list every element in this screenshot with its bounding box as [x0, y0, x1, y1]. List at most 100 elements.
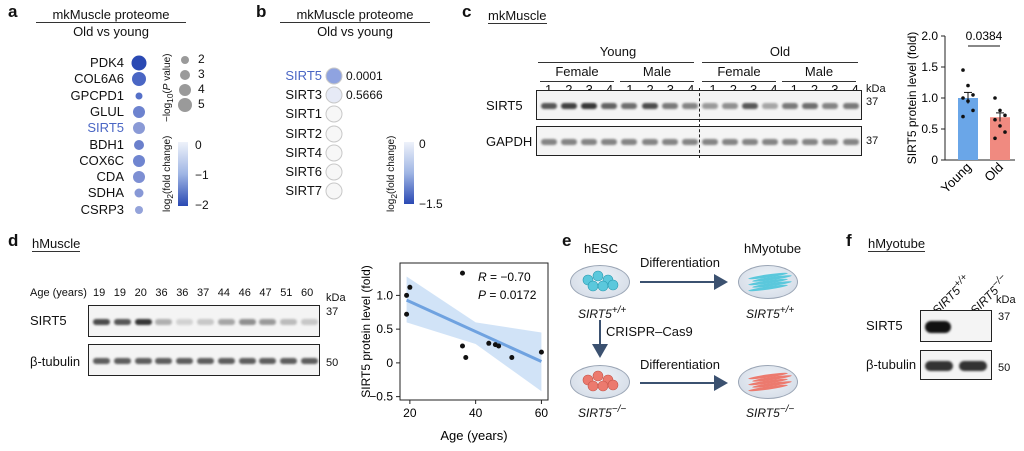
panel-f-blot-sirt5	[920, 310, 992, 342]
c-point	[1003, 113, 1007, 118]
blot-band	[721, 103, 738, 109]
blot-band	[134, 358, 152, 364]
gene-label: SIRT5	[87, 120, 124, 136]
blot-band	[681, 103, 698, 109]
blot-band	[280, 319, 298, 325]
gene-label: COX6C	[79, 152, 124, 168]
gene-label: BDH1	[89, 136, 124, 152]
blot-band	[238, 319, 256, 325]
lane-number: 3	[750, 82, 757, 97]
gene-label: COL6A6	[74, 71, 124, 87]
panel-a-colorbar-tick-0: 0	[195, 138, 202, 152]
panel-c-kda: kDa	[866, 83, 886, 95]
blot-band	[541, 103, 557, 109]
panel-f-band-tub-wt	[925, 361, 953, 371]
lane-number: 1	[545, 82, 552, 97]
c-point	[1003, 130, 1007, 134]
blot-band	[782, 103, 799, 109]
blot-band	[301, 358, 318, 364]
blot-band	[742, 139, 758, 145]
panel-c-divider	[699, 88, 700, 158]
blot-band	[217, 358, 235, 364]
panel-e-letter: e	[562, 231, 572, 250]
gene-dot	[133, 171, 145, 184]
lane-number: 4	[770, 82, 777, 97]
gene-label: SIRT6	[285, 164, 322, 179]
panel-f-title: hMyotube	[868, 236, 926, 252]
panel-d-kda-tubulin: 50	[326, 357, 339, 369]
panel-a-colorbar-tick-1: −1	[195, 168, 209, 182]
gene-dot	[134, 188, 144, 198]
lane-number: 1	[791, 82, 798, 97]
age-value: 36	[176, 287, 189, 299]
panel-c-young: Young	[599, 44, 637, 59]
lane-number: 2	[647, 82, 654, 97]
panel-d-blot-sirt5	[88, 305, 320, 337]
blot-band	[176, 319, 194, 325]
size-legend-label: 4	[198, 82, 205, 96]
dish-hesc-ko	[570, 365, 630, 399]
gene-dot	[133, 154, 145, 167]
blot-band	[661, 139, 678, 145]
panel-a-subtitle: Old vs young	[73, 24, 149, 39]
panel-d-kda: kDa	[326, 292, 346, 304]
size-legend-label: 2	[198, 52, 205, 66]
panel-c-letter: c	[462, 2, 472, 21]
panel-f-band-tub-ko	[959, 361, 987, 371]
panel-f-kda-sirt5: 37	[998, 311, 1011, 323]
blot-band	[601, 103, 618, 109]
blot-band	[155, 319, 173, 325]
gene-dot	[131, 55, 147, 71]
gene-label: SIRT1	[285, 106, 322, 122]
c-y-tick-label: 0.5	[921, 122, 938, 136]
c-y-label: SIRT5 protein level (fold)	[905, 32, 919, 165]
panel-e-hmyotube: hMyotube	[744, 241, 802, 256]
panel-f-row-sirt5: SIRT5	[866, 318, 903, 333]
panel-e-geno-wt-right: SIRT5+/+	[746, 305, 795, 321]
panel-c-row-gapdh: GAPDH	[486, 134, 533, 149]
panel-e-geno-ko-right: SIRT5−/−	[746, 404, 795, 420]
gene-dot	[134, 139, 144, 150]
age-value: 19	[93, 287, 106, 299]
c-point	[961, 96, 965, 100]
blot-band	[93, 319, 110, 325]
lane-number: 2	[730, 82, 737, 97]
blot-band	[802, 103, 819, 109]
blot-band	[301, 319, 318, 325]
gene-dot	[132, 72, 146, 87]
c-point	[966, 83, 970, 88]
c-category-label: Old	[981, 160, 1006, 185]
lane-number: 1	[626, 82, 633, 97]
panel-f-band-wt	[925, 321, 951, 333]
panel-d-blot-tubulin	[88, 344, 320, 376]
panel-f-kda: kDa	[996, 294, 1016, 306]
panel-f-row-tubulin: β-tubulin	[866, 357, 917, 372]
panel-d-row-sirt5: SIRT5	[30, 313, 67, 328]
dish-myotube-wt	[738, 265, 798, 299]
panel-a-colorbar-tick-2: −2	[195, 198, 209, 212]
blot-band	[280, 358, 298, 364]
panel-d-kda-sirt5: 37	[326, 306, 339, 318]
age-value: 51	[280, 287, 293, 299]
panel-c-title: mkMuscle	[488, 8, 547, 24]
panel-d-title: hMuscle	[32, 236, 81, 252]
panel-d-letter: d	[8, 231, 19, 250]
panel-b-colorbar-tick-0: 0	[419, 137, 426, 151]
panel-b-subtitle: Old vs young	[317, 24, 393, 39]
gene-label: PDK4	[90, 55, 124, 70]
blot-band	[561, 103, 578, 109]
lane-number: 2	[565, 82, 572, 97]
panel-b-letter: b	[256, 2, 267, 21]
age-value: 46	[238, 287, 251, 299]
panel-e-crispr: CRISPR–Cas9	[606, 324, 693, 339]
blot-band	[822, 139, 839, 145]
age-value: 60	[301, 287, 314, 299]
blot-band	[701, 103, 718, 109]
panel-b-colorbar	[404, 142, 414, 204]
blot-band	[113, 319, 131, 325]
gene-dot	[325, 182, 343, 200]
blot-band	[621, 139, 638, 145]
gene-dot	[133, 122, 145, 135]
panel-f-letter: f	[846, 231, 852, 250]
c-point	[966, 99, 970, 103]
